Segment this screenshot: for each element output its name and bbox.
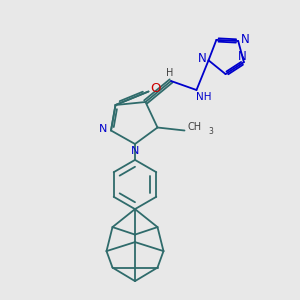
Text: CH: CH bbox=[188, 122, 202, 132]
Text: 3: 3 bbox=[208, 127, 213, 136]
Text: N: N bbox=[238, 50, 247, 63]
Text: N: N bbox=[131, 146, 139, 156]
Text: N: N bbox=[98, 124, 107, 134]
Text: NH: NH bbox=[196, 92, 212, 103]
Text: O: O bbox=[150, 82, 160, 95]
Text: N: N bbox=[198, 52, 206, 65]
Text: N: N bbox=[240, 33, 249, 46]
Text: H: H bbox=[166, 68, 173, 79]
